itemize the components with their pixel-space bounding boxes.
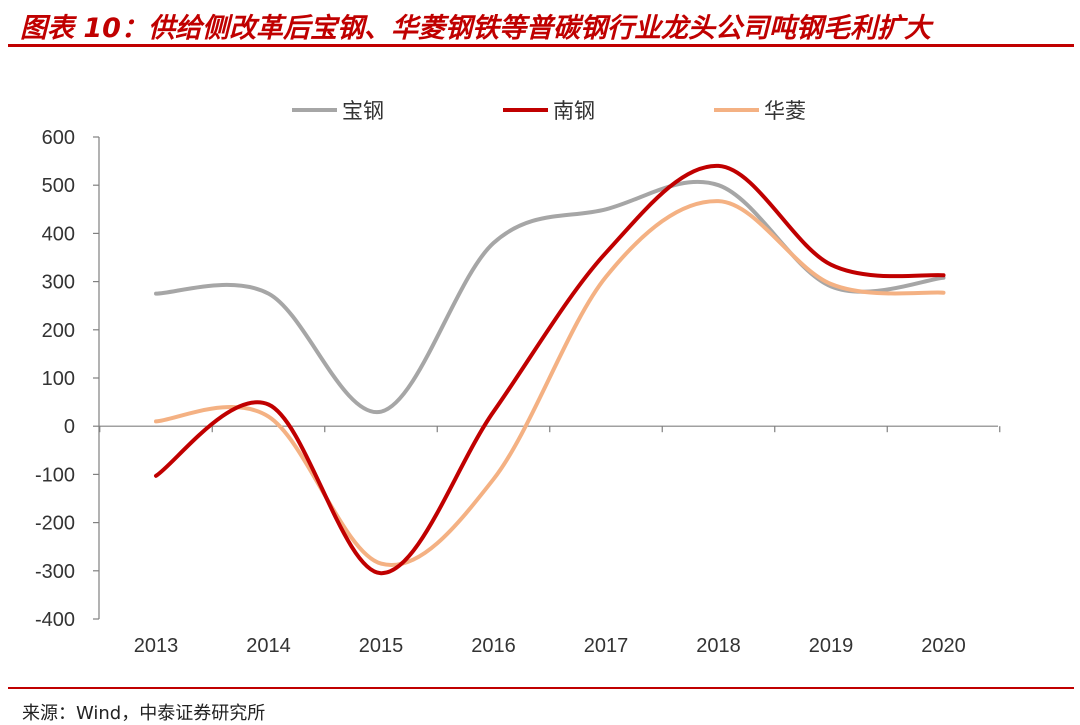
x-tick-label: 2019	[809, 635, 854, 657]
title-rule	[8, 44, 1074, 47]
chart-series	[154, 163, 946, 576]
y-tick-label: -300	[35, 561, 75, 583]
y-tick-label: 500	[42, 175, 75, 197]
y-tick-label: -100	[35, 464, 75, 486]
y-tick-label: 600	[42, 127, 75, 149]
legend-label: 南钢	[553, 100, 595, 123]
x-tick-label: 2013	[134, 635, 179, 657]
series-line-3	[154, 199, 946, 568]
source-note: 来源：Wind，中泰证券研究所	[22, 703, 266, 724]
x-tick-label: 2016	[471, 635, 516, 657]
x-tick-label: 2018	[696, 635, 741, 657]
page-title: 图表 10：供给侧改革后宝钢、华菱钢铁等普碳钢行业龙头公司吨钢毛利扩大	[20, 13, 931, 44]
footer-rule	[8, 687, 1074, 689]
y-tick-label: 300	[42, 272, 75, 294]
y-tick-label: -400	[35, 609, 75, 631]
y-tick-label: -200	[35, 513, 75, 535]
x-tick-label: 2017	[584, 635, 629, 657]
chart-legend: 宝钢 南钢 华菱	[292, 100, 806, 123]
x-tick-label: 2014	[246, 635, 291, 657]
y-tick-label: 400	[42, 223, 75, 245]
x-tick-label: 2020	[921, 635, 966, 657]
title-bar: 图表 10：供给侧改革后宝钢、华菱钢铁等普碳钢行业龙头公司吨钢毛利扩大	[0, 0, 1080, 48]
legend-label: 宝钢	[342, 100, 384, 123]
y-tick-label: 0	[64, 416, 75, 438]
series-line-2	[154, 163, 946, 576]
chart-axes: 600 500 400 300 200 100 0 -100 -200 -300 -400 2013 2…	[35, 127, 1001, 657]
legend-label: 华菱	[764, 100, 806, 123]
y-tick-label: 200	[42, 320, 75, 342]
line-chart: 宝钢 南钢 华菱 600 500 400 300 200 100 0 -100 -200 -300 -4…	[35, 100, 1001, 657]
y-tick-label: 100	[42, 368, 75, 390]
x-tick-label: 2015	[359, 635, 404, 657]
